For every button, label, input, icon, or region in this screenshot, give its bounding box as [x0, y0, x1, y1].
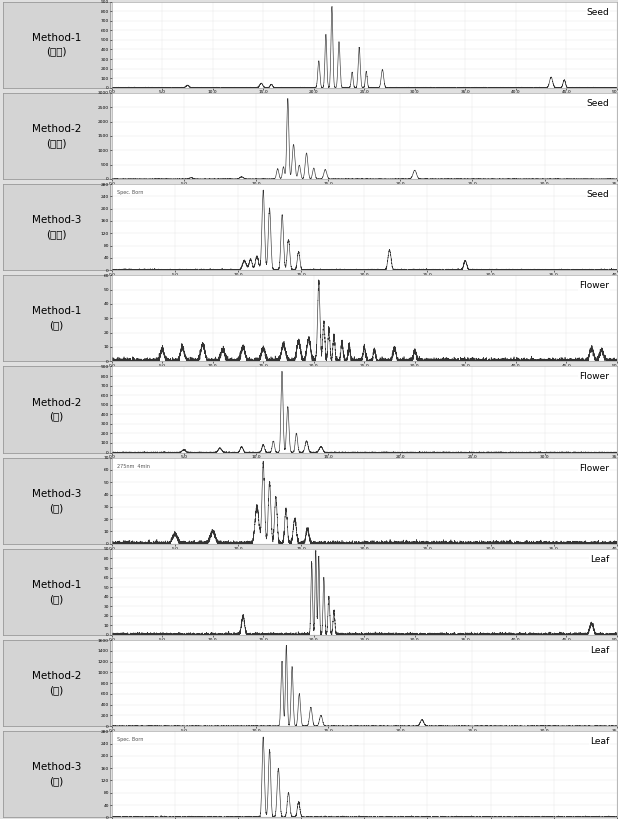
Text: Leaf: Leaf [590, 646, 609, 655]
Text: Leaf: Leaf [590, 737, 609, 746]
Text: Method-2
(잎): Method-2 (잎) [32, 671, 82, 695]
Text: Flower: Flower [579, 373, 609, 382]
Text: Seed: Seed [586, 190, 609, 199]
Text: Method-3
(종자): Method-3 (종자) [32, 215, 82, 239]
Text: Leaf: Leaf [590, 555, 609, 564]
Text: Method-1
(종자): Method-1 (종자) [32, 33, 82, 57]
Text: Flower: Flower [579, 464, 609, 473]
Text: Flower: Flower [579, 281, 609, 290]
Text: Method-2
(종자): Method-2 (종자) [32, 124, 82, 148]
Text: Method-3
(꽃): Method-3 (꽃) [32, 489, 82, 513]
Text: Method-1
(꽃): Method-1 (꽃) [32, 306, 82, 330]
Text: Method-2
(꽃): Method-2 (꽃) [32, 397, 82, 422]
Text: Method-1
(잎): Method-1 (잎) [32, 580, 82, 604]
Text: 275nm  4min: 275nm 4min [117, 464, 150, 468]
Text: Spec. Born: Spec. Born [117, 190, 143, 195]
Text: Method-3
(잎): Method-3 (잎) [32, 762, 82, 786]
Text: Seed: Seed [586, 99, 609, 108]
Text: Seed: Seed [586, 7, 609, 16]
Text: Spec. Born: Spec. Born [117, 737, 143, 742]
